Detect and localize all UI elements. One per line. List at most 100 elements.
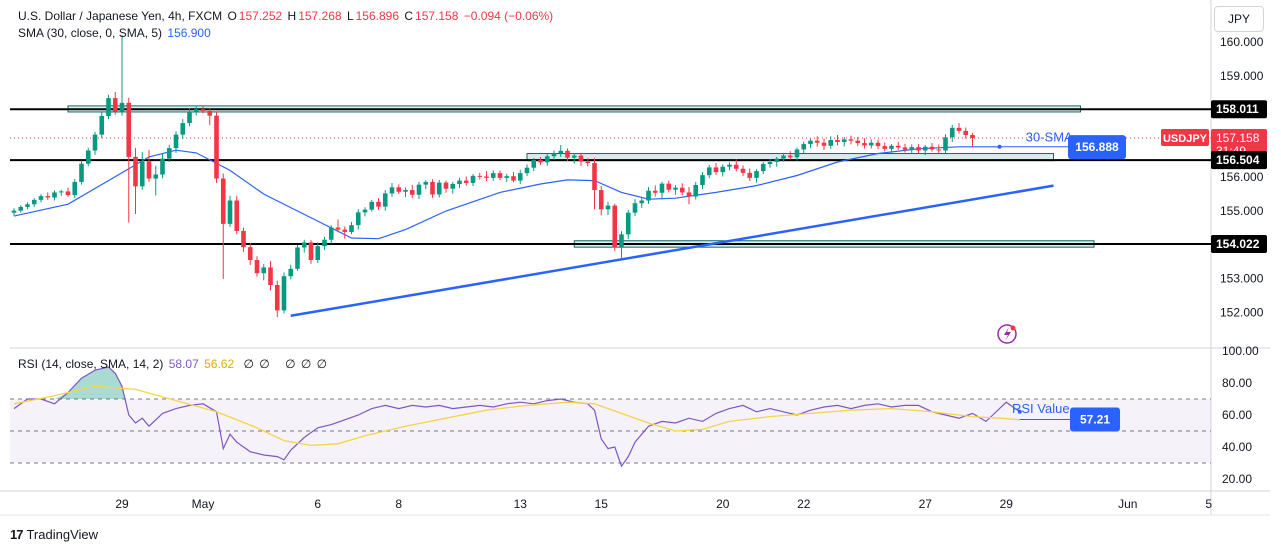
time-tick-label: 27 — [919, 497, 933, 511]
candle-body — [801, 144, 807, 150]
candle-body — [490, 173, 496, 178]
candle-body — [882, 146, 888, 149]
trendline[interactable] — [290, 184, 1054, 318]
price-tick-label: 155.000 — [1220, 204, 1264, 218]
rsi-line — [13, 366, 1021, 468]
candle-body — [85, 150, 91, 164]
candle-body — [396, 187, 402, 192]
candle-body — [65, 191, 71, 196]
rsi-value-label: 57.21 — [1080, 412, 1110, 426]
high-label: H — [287, 9, 297, 23]
candle-body — [794, 149, 800, 158]
candle-body — [430, 181, 435, 195]
candle-body — [605, 205, 611, 210]
candle-body — [160, 158, 165, 175]
candle-body — [598, 190, 604, 210]
candle-body — [497, 173, 503, 178]
currency-button[interactable]: JPY — [1214, 6, 1264, 32]
candle-body — [79, 163, 84, 182]
candle-body — [463, 180, 469, 183]
candle-body — [31, 199, 37, 205]
candle-body — [207, 110, 213, 116]
time-tick-label: May — [192, 497, 215, 511]
candle-body — [254, 260, 260, 274]
rsi-tick-label: 40.00 — [1222, 440, 1252, 454]
candle-body — [949, 127, 955, 138]
tradingview-logo[interactable]: 17 TradingView — [10, 527, 98, 542]
price-tick-label: 156.000 — [1220, 170, 1264, 184]
candle-body — [760, 164, 766, 172]
grid — [0, 0, 1270, 516]
rsi-empty-4: ∅ — [300, 357, 312, 371]
candle-body — [342, 229, 348, 232]
tradingview-logo-text: TradingView — [26, 527, 99, 542]
candle-body — [666, 183, 672, 190]
price-tick-label: 160.000 — [1220, 35, 1264, 49]
candle-body — [524, 167, 530, 174]
candle-body — [639, 200, 645, 204]
candle-body — [214, 115, 219, 179]
time-tick-label: 29 — [1000, 497, 1014, 511]
candle-body — [295, 247, 300, 269]
candle-body — [328, 227, 334, 240]
candle-body — [72, 181, 78, 196]
candle-body — [895, 145, 901, 148]
alert-icon-dot — [1010, 325, 1016, 331]
candle-body — [288, 268, 294, 277]
candle-body — [868, 142, 874, 146]
candle-body — [929, 146, 935, 150]
candle-body — [99, 116, 105, 135]
rsi-tick-label: 100.00 — [1222, 344, 1259, 358]
candle-body — [247, 247, 253, 261]
candle-body — [754, 171, 759, 178]
candle-body — [835, 140, 840, 143]
candle-body — [362, 209, 368, 213]
low-value: 156.896 — [355, 9, 400, 23]
close-label: C — [404, 9, 414, 23]
alert-icon — [997, 324, 1017, 344]
time-tick-label: 8 — [395, 497, 402, 511]
candle-body — [52, 192, 57, 198]
candle-body — [902, 147, 908, 150]
rsi-pane — [10, 366, 1211, 468]
price-tick-label: 153.000 — [1220, 272, 1264, 286]
rsi-empty-1: ∅ — [243, 357, 254, 371]
candle-body — [558, 150, 564, 154]
candle-body — [234, 200, 240, 231]
symbol-label-bg — [1161, 129, 1209, 147]
rsi-legend[interactable]: RSI (14, close, SMA, 14, 2) 58.07 56.62 … — [18, 357, 329, 371]
time-tick-label: 22 — [797, 497, 811, 511]
rsi-label: RSI (14, close, SMA, 14, 2) — [18, 357, 164, 371]
candle-body — [409, 190, 415, 195]
annotations: 30-SMA RSI Value — [997, 129, 1073, 420]
candle-body — [916, 147, 921, 151]
trendline-segment — [290, 184, 1054, 318]
close-value: 157.158 — [415, 9, 459, 23]
candle-body — [200, 109, 206, 111]
sma-value: 156.900 — [167, 26, 211, 40]
candle-body — [450, 183, 456, 189]
time-tick-label: Jun — [1118, 497, 1137, 511]
candle-body — [261, 267, 267, 274]
candle-body — [92, 134, 98, 151]
candle-body — [767, 161, 773, 165]
rsi-empty-5: ∅ — [316, 357, 328, 371]
candle-body — [936, 149, 942, 151]
candle-body — [693, 184, 699, 197]
candle-body — [227, 200, 233, 224]
zones — [67, 105, 1095, 248]
candle-body — [531, 159, 537, 168]
candle-body — [268, 267, 273, 286]
alert-icon-ring — [997, 324, 1017, 344]
candle-body — [592, 163, 597, 191]
candle-body — [389, 187, 395, 194]
candle-body — [781, 155, 786, 159]
candle-body — [889, 145, 894, 149]
candle-body — [511, 176, 516, 181]
candle-body — [862, 143, 867, 146]
candle-body — [821, 142, 827, 146]
candle-body — [11, 210, 17, 213]
rsi-tick-label: 20.00 — [1222, 472, 1252, 486]
sma-legend[interactable]: SMA (30, close, 0, SMA, 5) 156.900 — [18, 26, 213, 40]
